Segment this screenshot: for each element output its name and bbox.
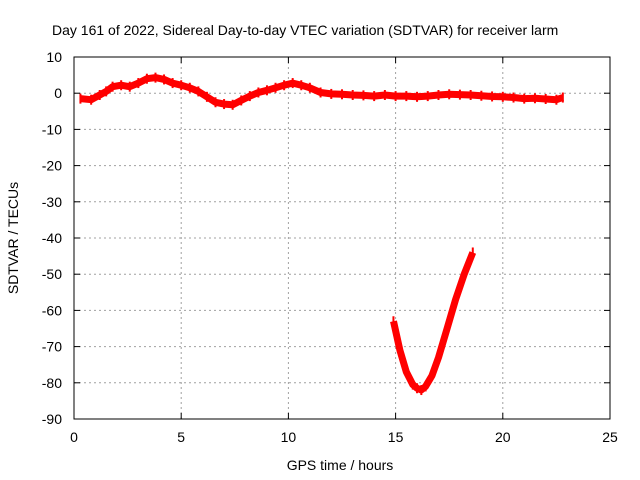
y-tick-label: -80 [42, 375, 62, 391]
x-tick-label: 5 [177, 429, 185, 445]
x-tick-label: 20 [495, 429, 511, 445]
y-axis-title: SDTVAR / TECUs [5, 182, 21, 294]
y-tick-label: -70 [42, 339, 62, 355]
x-tick-label: 10 [281, 429, 297, 445]
y-tick-label: -10 [42, 121, 62, 137]
series-line [80, 74, 564, 109]
y-tick-label: 10 [46, 49, 62, 65]
x-axis-title: GPS time / hours [287, 457, 394, 473]
y-tick-label: -60 [42, 302, 62, 318]
chart-title: Day 161 of 2022, Sidereal Day-to-day VTE… [52, 22, 558, 38]
y-tick-label: -40 [42, 230, 62, 246]
x-tick-label: 25 [602, 429, 618, 445]
series-dip [390, 247, 477, 396]
y-tick-label: -30 [42, 194, 62, 210]
grid-lines [74, 57, 610, 419]
series-baseline [79, 72, 564, 110]
y-tick-label: 0 [54, 85, 62, 101]
y-tick-label: -20 [42, 158, 62, 174]
x-tick-label: 15 [388, 429, 404, 445]
x-tick-label: 0 [70, 429, 78, 445]
axis-ticks: 0 5 10 15 20 25 10 0 -10 -20 -30 -40 -50 -60 -70 -80 -90 [42, 49, 618, 445]
data-series [79, 72, 564, 396]
y-tick-label: -50 [42, 266, 62, 282]
y-tick-label: -90 [42, 411, 62, 427]
